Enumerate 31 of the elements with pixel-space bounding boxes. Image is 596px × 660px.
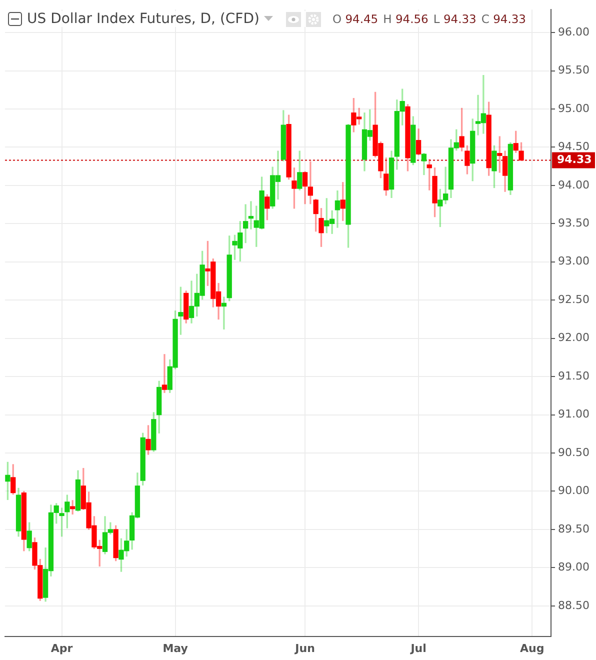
y-tick-label: 91.00 — [558, 408, 590, 421]
y-tick-label: 93.00 — [558, 254, 590, 268]
candlestick — [242, 204, 248, 244]
y-tick-label: 92.00 — [558, 331, 590, 344]
y-tick-label: 88.50 — [558, 598, 590, 612]
candlestick — [308, 161, 314, 204]
y-tick-label: 95.00 — [558, 102, 590, 115]
y-tick-label: 94.50 — [558, 140, 590, 154]
y-tick-label: 94.00 — [558, 178, 590, 192]
y-tick-label: 89.50 — [558, 522, 590, 536]
chart-title: US Dollar Index Futures, D, (CFD) — [27, 11, 260, 27]
x-tick-label: Aug — [520, 642, 544, 655]
candlestick — [221, 296, 227, 330]
y-tick-label: 90.50 — [558, 446, 590, 459]
x-tick-label: Apr — [50, 642, 74, 655]
y-tick-label: 95.50 — [558, 64, 590, 77]
ref-line-label: 94.33 — [557, 153, 592, 166]
candlestick — [162, 354, 168, 393]
candlestick — [334, 190, 340, 228]
y-tick-label: 89.00 — [558, 560, 590, 574]
y-tick-label: 90.00 — [558, 484, 590, 498]
annotation: O 94.45 H 94.56 L 94.33 C 94.33 — [332, 12, 526, 26]
candlestick — [248, 201, 254, 230]
x-tick-label: Jul — [410, 642, 426, 655]
y-tick-label: 96.00 — [558, 25, 590, 38]
x-tick-label: May — [162, 642, 188, 655]
y-tick-label: 91.50 — [558, 369, 590, 382]
x-tick-label: Jun — [294, 642, 315, 655]
candlestick — [70, 500, 76, 515]
y-tick-label: 92.50 — [558, 292, 590, 306]
y-tick-label: 93.50 — [558, 216, 590, 230]
